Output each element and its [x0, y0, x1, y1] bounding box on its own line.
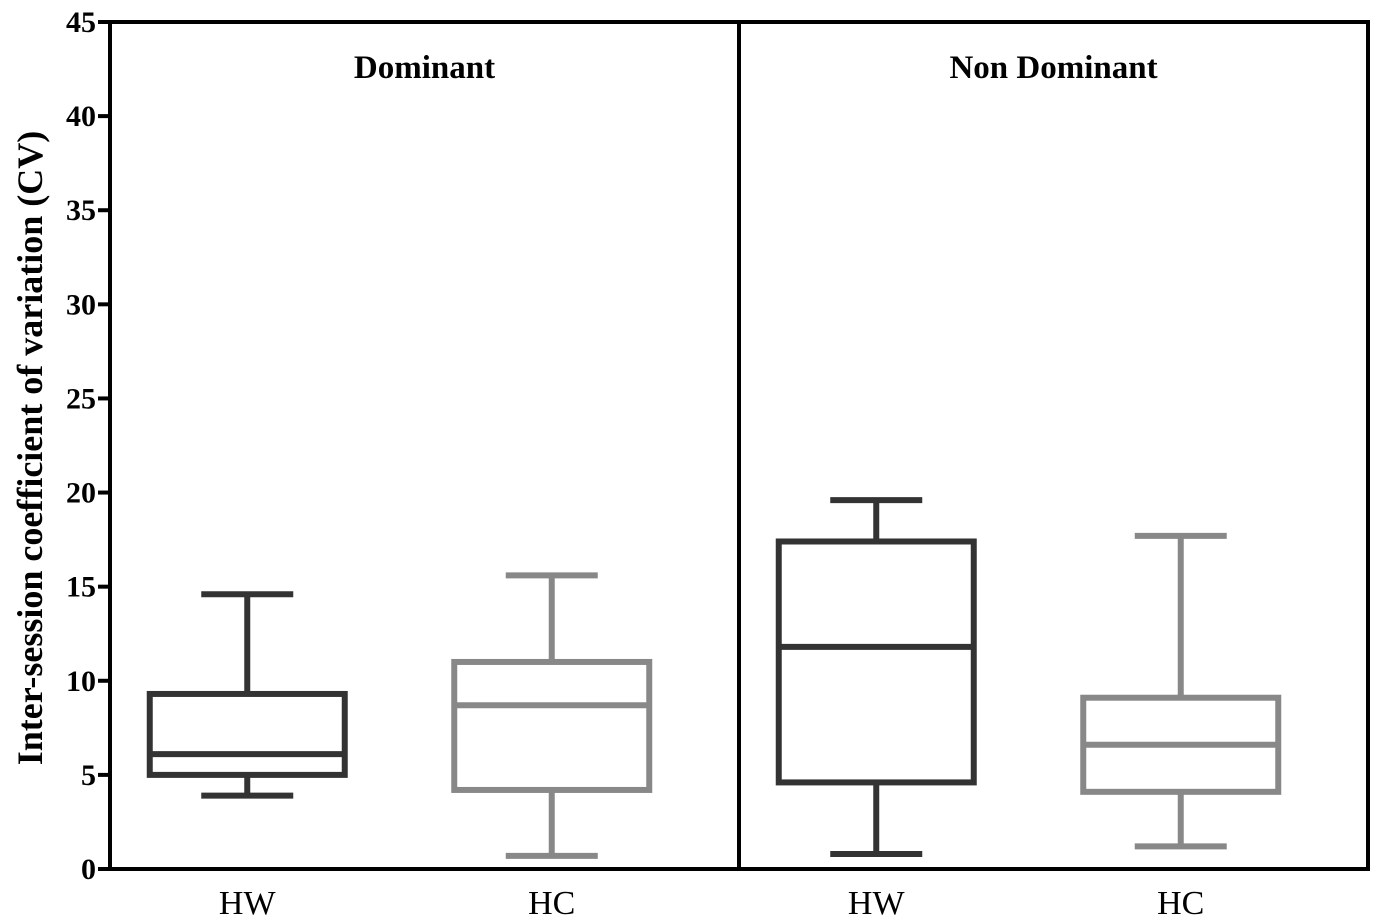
panels: Dominant Non Dominant — [354, 22, 1158, 869]
box-iqr — [451, 658, 653, 793]
y-tick-label-0: 0 — [81, 853, 96, 886]
box-1-0 — [775, 497, 977, 857]
y-axis: 0 5 10 15 20 25 30 35 40 45 — [66, 6, 110, 886]
y-tick-label-20: 20 — [66, 477, 96, 510]
x-category-label-0-0: HW — [219, 885, 277, 919]
box-0-0 — [146, 591, 348, 799]
x-category-label-1-0: HW — [848, 885, 906, 919]
y-tick-label-10: 10 — [66, 665, 96, 698]
y-tick-label-30: 30 — [66, 288, 96, 321]
box-1-1 — [1080, 532, 1282, 850]
x-axis-labels: HW HC HW HC — [219, 885, 1204, 919]
y-tick-label-45: 45 — [66, 6, 96, 39]
y-axis-title: Inter-session coefficient of variation (… — [10, 131, 50, 766]
y-tick-label-35: 35 — [66, 194, 96, 227]
box-0-1 — [451, 572, 653, 859]
y-tick-label-15: 15 — [66, 571, 96, 604]
x-category-label-1-1: HC — [1157, 885, 1204, 919]
box-iqr — [146, 690, 348, 778]
y-tick-label-40: 40 — [66, 100, 96, 133]
box-iqr — [775, 538, 977, 786]
panel-label-0: Dominant — [354, 50, 495, 86]
y-tick-label-25: 25 — [66, 382, 96, 415]
boxes — [146, 497, 1282, 859]
x-category-label-0-1: HC — [528, 885, 575, 919]
panel-label-1: Non Dominant — [949, 50, 1157, 86]
y-tick-label-5: 5 — [81, 759, 96, 792]
